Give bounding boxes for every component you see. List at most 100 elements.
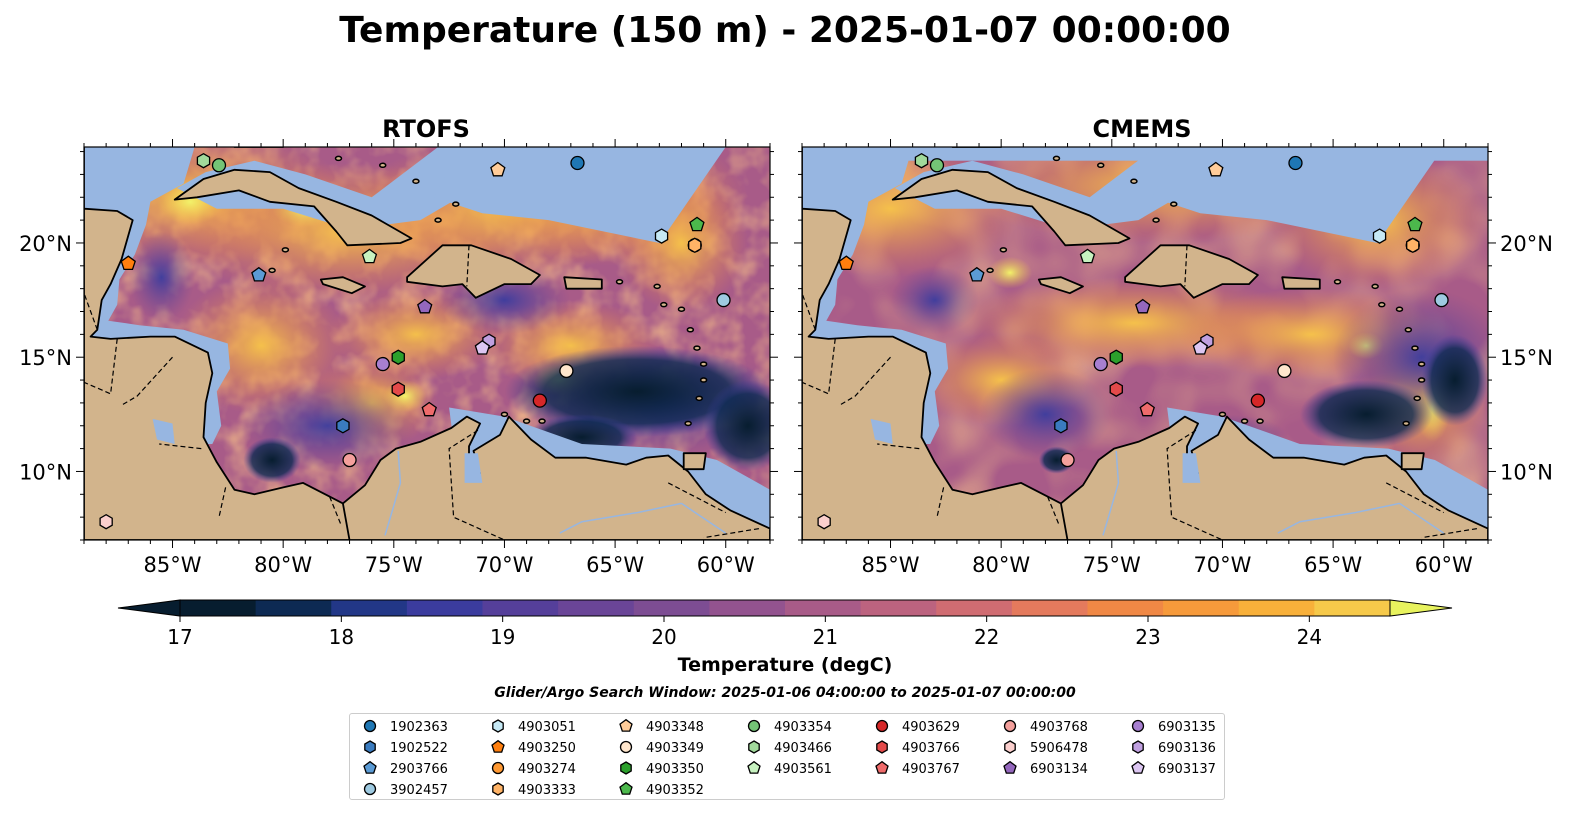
legend-marker-4903354 <box>747 719 761 733</box>
float-legend: 1902363 1902522 2903766 3902457 4903051 49032… <box>349 713 1225 800</box>
legend-marker-4903348 <box>619 718 633 732</box>
legend-label: 4903768 <box>1030 720 1088 735</box>
trinidad-land <box>1400 452 1425 471</box>
float-marker-1902363 <box>570 155 585 171</box>
legend-label: 4903348 <box>646 720 704 735</box>
colorbar-segment <box>1238 600 1315 616</box>
colorbar-tick-label: 23 <box>1135 625 1160 649</box>
float-marker-1902522 <box>336 418 350 434</box>
float-marker-4903767 <box>1139 401 1155 417</box>
puerto-rico-land <box>563 276 603 290</box>
colorbar-segment <box>633 600 710 616</box>
colorbar-segment <box>1314 600 1391 616</box>
legend-marker-4903766 <box>876 740 888 754</box>
colorbar-segment <box>1163 600 1240 616</box>
float-marker-4903354 <box>929 158 945 173</box>
legend-marker-4903051 <box>492 719 504 733</box>
lon-tick-label: 70°W <box>1193 553 1251 577</box>
float-marker-4903250 <box>838 255 854 271</box>
cuba-land <box>173 168 413 247</box>
float-marker-6903137 <box>1192 339 1209 355</box>
float-marker-6903135 <box>1093 356 1108 372</box>
figure-title: Temperature (150 m) - 2025-01-07 00:00:0… <box>339 10 1230 51</box>
legend-marker-6903135 <box>1131 719 1145 733</box>
colorbar-segment <box>331 600 408 616</box>
colorbar-tick-label: 19 <box>490 625 515 649</box>
float-marker-4903768 <box>342 452 357 468</box>
shallow-shelf <box>433 147 726 243</box>
legend-marker-4903629 <box>875 719 889 733</box>
legend-label: 4903466 <box>774 741 832 756</box>
float-marker-6903134 <box>417 298 433 314</box>
legend-label: 4903051 <box>518 720 576 735</box>
legend-label: 4903333 <box>518 783 576 798</box>
trinidad-land <box>682 452 707 471</box>
colorbar-tick-label: 18 <box>329 625 354 649</box>
colorbar-tick-label: 24 <box>1297 625 1322 649</box>
lon-tick-label: 85°W <box>862 553 920 577</box>
colorbar-tick-label: 22 <box>974 625 999 649</box>
float-marker-4903629 <box>1250 393 1266 408</box>
legend-marker-6903134 <box>1003 760 1017 774</box>
legend-marker-2903766 <box>363 760 377 774</box>
legend-label: 4903274 <box>518 762 576 777</box>
float-marker-4903561 <box>1079 248 1096 264</box>
float-marker-4903766 <box>1109 381 1123 397</box>
legend-label: 6903135 <box>1158 720 1216 735</box>
lon-tick-label: 80°W <box>972 553 1030 577</box>
legend-label: 4903766 <box>902 741 960 756</box>
legend-marker-4903333 <box>492 782 504 796</box>
lat-tick-label: 10°N <box>19 460 72 484</box>
float-marker-4903767 <box>421 401 437 417</box>
colorbar-segment <box>860 600 937 616</box>
float-marker-4903350 <box>391 349 405 365</box>
colorbar-segment <box>482 600 559 616</box>
legend-marker-4903466 <box>748 740 760 754</box>
float-marker-5906478 <box>817 513 831 530</box>
float-marker-4903349 <box>1277 363 1292 379</box>
colorbar: 17 18 19 20 21 22 23 24 <box>117 599 1453 649</box>
float-marker-1902522 <box>1054 418 1068 434</box>
legend-marker-3902457 <box>363 782 377 796</box>
lon-tick-label: 60°W <box>1415 553 1473 577</box>
florida-land <box>951 147 1003 148</box>
legend-label: 4903352 <box>646 783 704 798</box>
map-panel-rtofs: 85°W 80°W 75°W 70°W 65°W 60°W 20°N 15°N 10°N <box>19 139 778 577</box>
legend-label: 4903561 <box>774 762 832 777</box>
legend-label: 1902522 <box>390 741 448 756</box>
legend-marker-1902363 <box>363 719 377 733</box>
colorbar-extend-high <box>1389 599 1453 617</box>
colorbar-segment <box>709 600 786 616</box>
float-marker-3902457 <box>716 292 731 308</box>
map-frame <box>801 146 1489 541</box>
legend-marker-4903350 <box>620 761 632 775</box>
float-marker-4903348 <box>1208 161 1224 177</box>
float-marker-2903766 <box>969 266 985 282</box>
lon-tick-label: 60°W <box>697 553 755 577</box>
float-marker-4903466 <box>196 152 211 169</box>
cuba-land <box>891 168 1131 247</box>
colorbar-label: Temperature (degC) <box>678 654 893 676</box>
float-marker-6903137 <box>474 339 491 355</box>
legend-marker-5906478 <box>1004 740 1016 754</box>
float-marker-4903350 <box>1109 349 1123 365</box>
lon-tick-label: 65°W <box>1304 553 1362 577</box>
float-marker-4903561 <box>361 248 378 264</box>
lat-tick-label: 15°N <box>1500 346 1553 370</box>
colorbar-segment <box>180 600 257 616</box>
legend-label: 4903350 <box>646 762 704 777</box>
colorbar-segment <box>1011 600 1088 616</box>
float-marker-4903766 <box>391 381 405 397</box>
float-marker-4903352 <box>1407 216 1423 232</box>
float-marker-4903349 <box>559 363 574 379</box>
legend-label: 5906478 <box>1030 741 1088 756</box>
float-marker-4903629 <box>532 393 548 408</box>
float-marker-3902457 <box>1434 292 1449 308</box>
legend-marker-4903352 <box>619 781 633 795</box>
lon-tick-label: 75°W <box>1083 553 1141 577</box>
float-marker-6903134 <box>1135 298 1151 314</box>
float-marker-1902363 <box>1288 155 1303 171</box>
hispaniola-land <box>1124 244 1259 299</box>
legend-label: 3902457 <box>390 783 448 798</box>
